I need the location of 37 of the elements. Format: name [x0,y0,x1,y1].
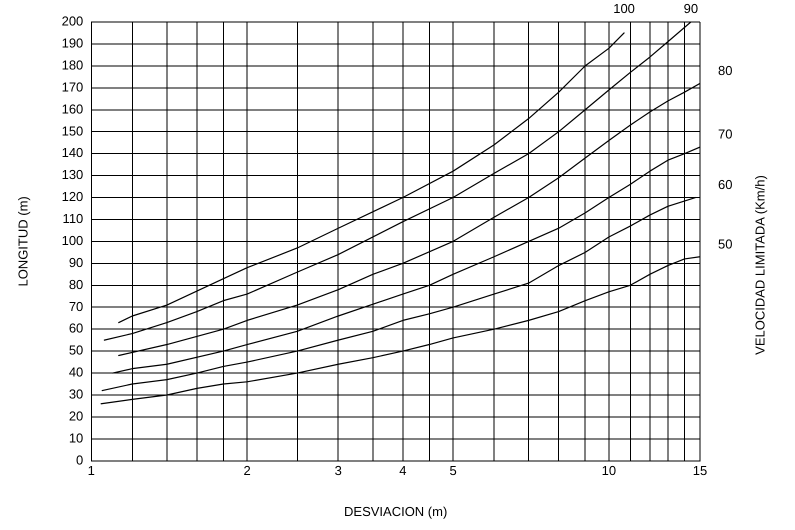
y-tick-label: 80 [68,276,84,292]
y-tick-label: 140 [62,145,84,160]
y-tick-label: 50 [68,342,84,358]
x-tick-label: 4 [399,463,407,478]
series-label: 80 [718,63,732,78]
y-tick-label: 0 [76,452,84,468]
series-label: 70 [718,126,732,142]
y-tick-label: 110 [62,211,84,226]
y-axis-title: LONGITUD (m) [15,196,30,287]
x-tick-label: 10 [602,463,616,478]
series-label: 50 [718,236,732,252]
x-tick-label: 15 [692,463,708,478]
y-tick-label: 70 [68,298,84,314]
series-label: 90 [684,1,698,16]
y-tick-label: 30 [68,386,84,402]
y-tick-label: 120 [62,189,84,204]
y-tick-label: 60 [68,320,84,336]
y-tick-label: 150 [62,123,84,138]
y-tick-label: 20 [68,408,84,424]
y-tick-label: 100 [62,232,84,248]
x-tick-label: 1 [88,463,95,478]
x-tick-label: 3 [334,463,342,478]
y-tick-label: 160 [62,101,84,116]
y-tick-label: 180 [62,57,84,72]
series-label: 100 [613,1,635,16]
x-axis-title: DESVIACION (m) [344,504,448,519]
y2-axis-title: VELOCIDAD LIMITADA (Km/h) [752,175,768,355]
y-tick-label: 10 [68,430,84,446]
y-tick-label: 130 [62,167,84,182]
x-tick-label: 5 [449,463,457,478]
y-tick-label: 90 [68,254,84,270]
series-label: 60 [718,177,732,192]
y-tick-label: 170 [62,79,84,94]
y-tick-label: 190 [62,36,84,51]
y-tick-label: 200 [62,14,84,29]
y-tick-label: 40 [68,364,84,380]
x-tick-label: 2 [243,463,251,478]
